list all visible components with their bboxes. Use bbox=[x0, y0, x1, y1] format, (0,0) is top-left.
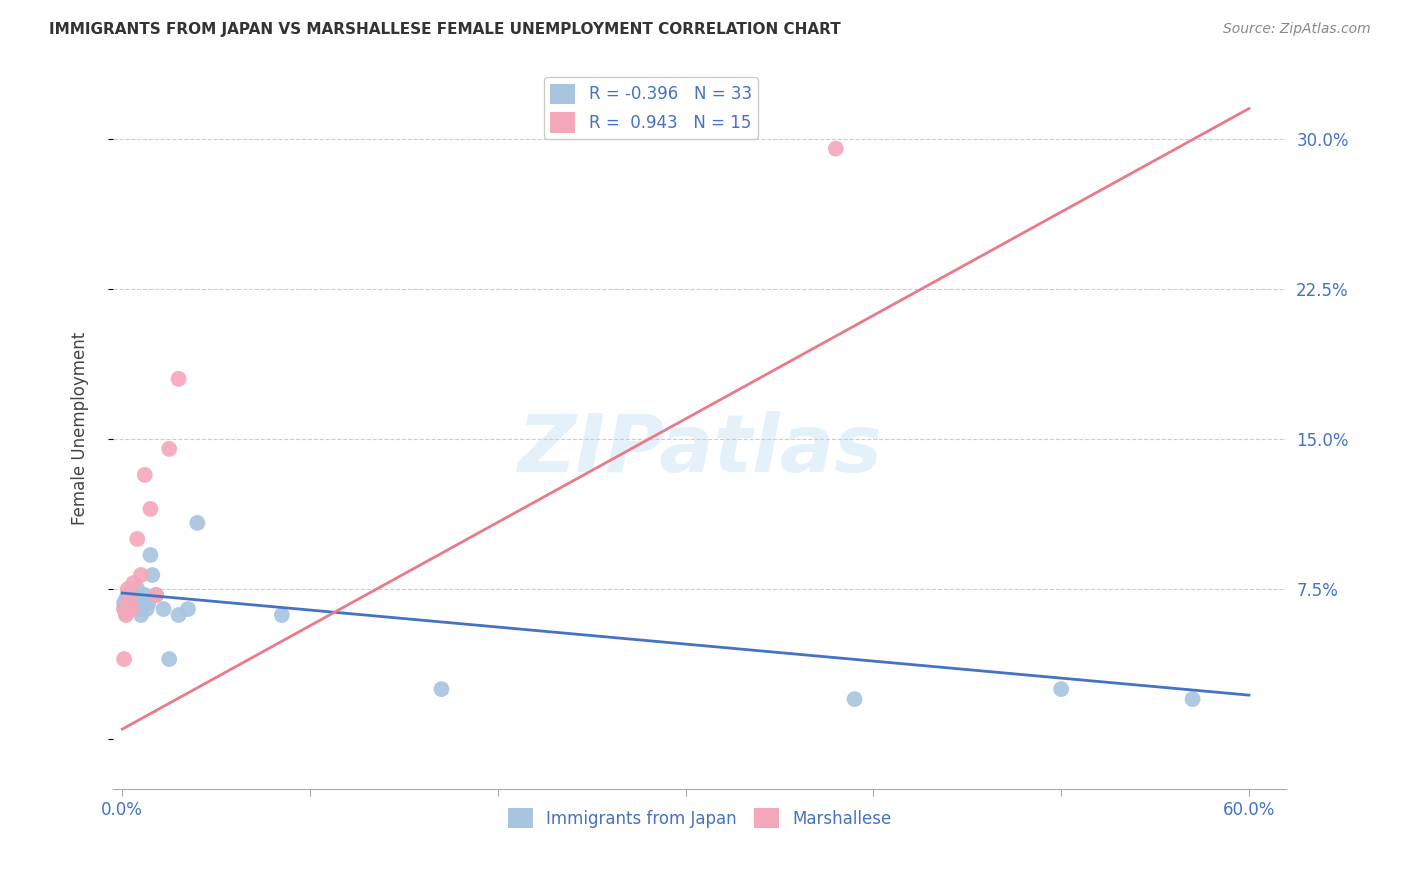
Point bbox=[128, 602, 150, 616]
Point bbox=[145, 588, 167, 602]
Point bbox=[134, 588, 156, 602]
Point bbox=[157, 442, 180, 456]
Point bbox=[129, 608, 152, 623]
Point bbox=[139, 548, 162, 562]
Point bbox=[127, 582, 149, 596]
Point bbox=[134, 467, 156, 482]
Point bbox=[121, 602, 143, 616]
Point bbox=[129, 568, 152, 582]
Point bbox=[115, 606, 138, 620]
Point bbox=[122, 588, 145, 602]
Point bbox=[430, 682, 453, 697]
Point bbox=[844, 692, 866, 706]
Point bbox=[118, 602, 141, 616]
Point bbox=[117, 582, 139, 596]
Point bbox=[124, 596, 146, 610]
Point bbox=[139, 502, 162, 516]
Point bbox=[177, 602, 200, 616]
Text: IMMIGRANTS FROM JAPAN VS MARSHALLESE FEMALE UNEMPLOYMENT CORRELATION CHART: IMMIGRANTS FROM JAPAN VS MARSHALLESE FEM… bbox=[49, 22, 841, 37]
Point bbox=[118, 592, 141, 607]
Point bbox=[167, 608, 190, 623]
Point bbox=[186, 516, 208, 530]
Y-axis label: Female Unemployment: Female Unemployment bbox=[72, 332, 89, 525]
Legend: Immigrants from Japan, Marshallese: Immigrants from Japan, Marshallese bbox=[502, 801, 898, 835]
Point bbox=[121, 596, 143, 610]
Point bbox=[157, 652, 180, 666]
Point bbox=[118, 592, 141, 607]
Point bbox=[112, 602, 135, 616]
Point bbox=[1050, 682, 1073, 697]
Point bbox=[115, 592, 138, 607]
Point bbox=[152, 602, 174, 616]
Text: Source: ZipAtlas.com: Source: ZipAtlas.com bbox=[1223, 22, 1371, 37]
Text: ZIPatlas: ZIPatlas bbox=[517, 411, 882, 490]
Point bbox=[112, 652, 135, 666]
Point bbox=[141, 568, 163, 582]
Point bbox=[132, 596, 155, 610]
Point bbox=[824, 142, 846, 156]
Point bbox=[115, 608, 138, 623]
Point bbox=[121, 602, 143, 616]
Point bbox=[112, 596, 135, 610]
Point bbox=[117, 596, 139, 610]
Point bbox=[135, 602, 157, 616]
Point bbox=[270, 608, 292, 623]
Point bbox=[122, 576, 145, 591]
Point bbox=[1181, 692, 1204, 706]
Point bbox=[112, 602, 135, 616]
Point bbox=[117, 588, 139, 602]
Point bbox=[127, 532, 149, 546]
Point bbox=[145, 588, 167, 602]
Point bbox=[122, 592, 145, 607]
Point bbox=[138, 596, 160, 610]
Point bbox=[167, 372, 190, 386]
